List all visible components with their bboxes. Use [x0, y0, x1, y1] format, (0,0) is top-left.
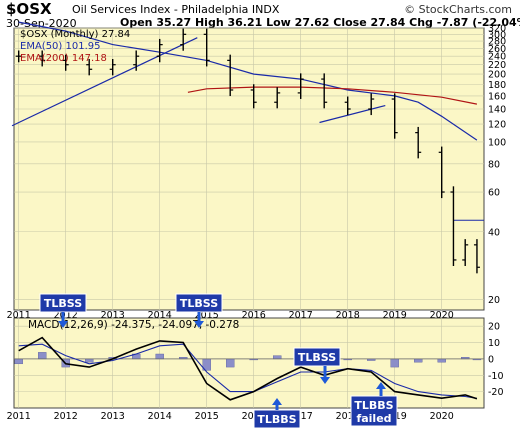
macd-y-tick-label: 20: [488, 322, 500, 333]
macd-y-tick-label: -10: [488, 371, 504, 382]
macd-x-tick-label: 2013: [101, 411, 125, 422]
annotation-box: [350, 395, 398, 427]
annotation-label: TLBBS: [257, 413, 296, 426]
macd-histogram-bar: [38, 352, 47, 360]
annotation-label: failed: [356, 412, 391, 425]
macd-histogram-bar: [14, 358, 23, 365]
macd-x-tick-label: 2012: [54, 411, 78, 422]
price-y-tick-label: 260: [488, 44, 506, 55]
brand-watermark[interactable]: © StockCharts.com: [404, 3, 512, 16]
price-y-tick-label: 240: [488, 52, 506, 63]
channel-trendline: [319, 104, 386, 124]
macd-y-tick-label: 10: [488, 338, 500, 349]
price-y-tick-label: 220: [488, 60, 506, 71]
price-y-tick-label: 200: [488, 70, 506, 81]
price-y-tick-label: 140: [488, 105, 506, 116]
annotation-arrowhead: [272, 398, 282, 405]
price-y-tick-label: 160: [488, 91, 506, 102]
legend-ema200: EMA(200) 147.18: [20, 53, 107, 64]
price-y-tick-label: 40: [488, 227, 500, 238]
annotation-label: TLBBS: [354, 399, 393, 412]
legend-ema50: EMA(50) 101.95: [20, 41, 100, 52]
macd-x-tick-label: 2011: [7, 411, 31, 422]
annotation-arrowhead: [194, 321, 204, 328]
price-x-tick-label: 2018: [336, 310, 360, 321]
price-y-tick-label: 80: [488, 159, 500, 170]
annotation-label: TLBSS: [44, 297, 82, 310]
macd-x-tick-label: 2014: [148, 411, 172, 422]
legend-macd: MACD(12,26,9) -24.375, -24.097, -0.278: [28, 319, 239, 331]
macd-histogram-bar: [225, 358, 235, 368]
annotation-arrowhead: [320, 377, 330, 384]
macd-histogram-bar: [437, 358, 446, 363]
macd-x-tick-label: 2020: [430, 411, 454, 422]
price-y-tick-label: 60: [488, 188, 500, 199]
price-y-tick-label: 180: [488, 80, 506, 91]
price-x-tick-label: 2014: [148, 310, 172, 321]
price-x-tick-label: 2019: [383, 310, 407, 321]
macd-histogram-bar: [390, 358, 399, 368]
price-y-tick-label: 100: [488, 137, 506, 148]
price-x-tick-label: 2017: [289, 310, 313, 321]
index-name: Oil Services Index - Philadelphia INDX: [72, 3, 280, 16]
price-x-tick-label: 2015: [195, 310, 219, 321]
chart-date: 30-Sep-2020: [6, 17, 77, 30]
price-panel: [13, 27, 485, 311]
macd-x-tick-label: 2017: [289, 411, 313, 422]
price-x-tick-label: 2020: [430, 310, 454, 321]
macd-y-tick-label: 0: [488, 354, 494, 365]
annotation-arrowhead: [376, 382, 386, 389]
annotation-label: TLBSS: [180, 297, 218, 310]
macd-x-tick-label: 2018: [336, 411, 360, 422]
price-y-tick-label: 320: [488, 24, 506, 35]
annotation-label: TLBSS: [298, 351, 336, 364]
price-x-tick-label: 2016: [242, 310, 266, 321]
macd-x-tick-label: 2015: [195, 411, 219, 422]
macd-line: [18, 336, 478, 401]
price-x-tick-label: 2012: [54, 310, 78, 321]
price-y-tick-label: 120: [488, 120, 506, 131]
macd-y-tick-label: -20: [488, 387, 504, 398]
price-x-tick-label: 2013: [101, 310, 125, 321]
symbol-title: $OSX: [6, 0, 52, 18]
macd-histogram-bar: [84, 358, 94, 363]
price-x-tick-label: 2011: [7, 310, 31, 321]
ohlc-summary: Open 35.27 High 36.21 Low 27.62 Close 27…: [120, 16, 520, 29]
support-trendline: [11, 37, 198, 127]
macd-histogram-bar: [155, 353, 164, 360]
price-y-tick-label: 300: [488, 30, 506, 41]
price-y-tick-label: 20: [488, 295, 500, 306]
price-y-tick-label: 280: [488, 37, 506, 48]
macd-histogram-bar: [414, 358, 423, 363]
ema50-line: [18, 21, 478, 141]
annotation-arrowhead: [58, 321, 68, 328]
annotation-box: [293, 347, 341, 367]
legend-main: $OSX (Monthly) 27.84: [20, 29, 130, 40]
macd-histogram-bar: [273, 355, 282, 360]
